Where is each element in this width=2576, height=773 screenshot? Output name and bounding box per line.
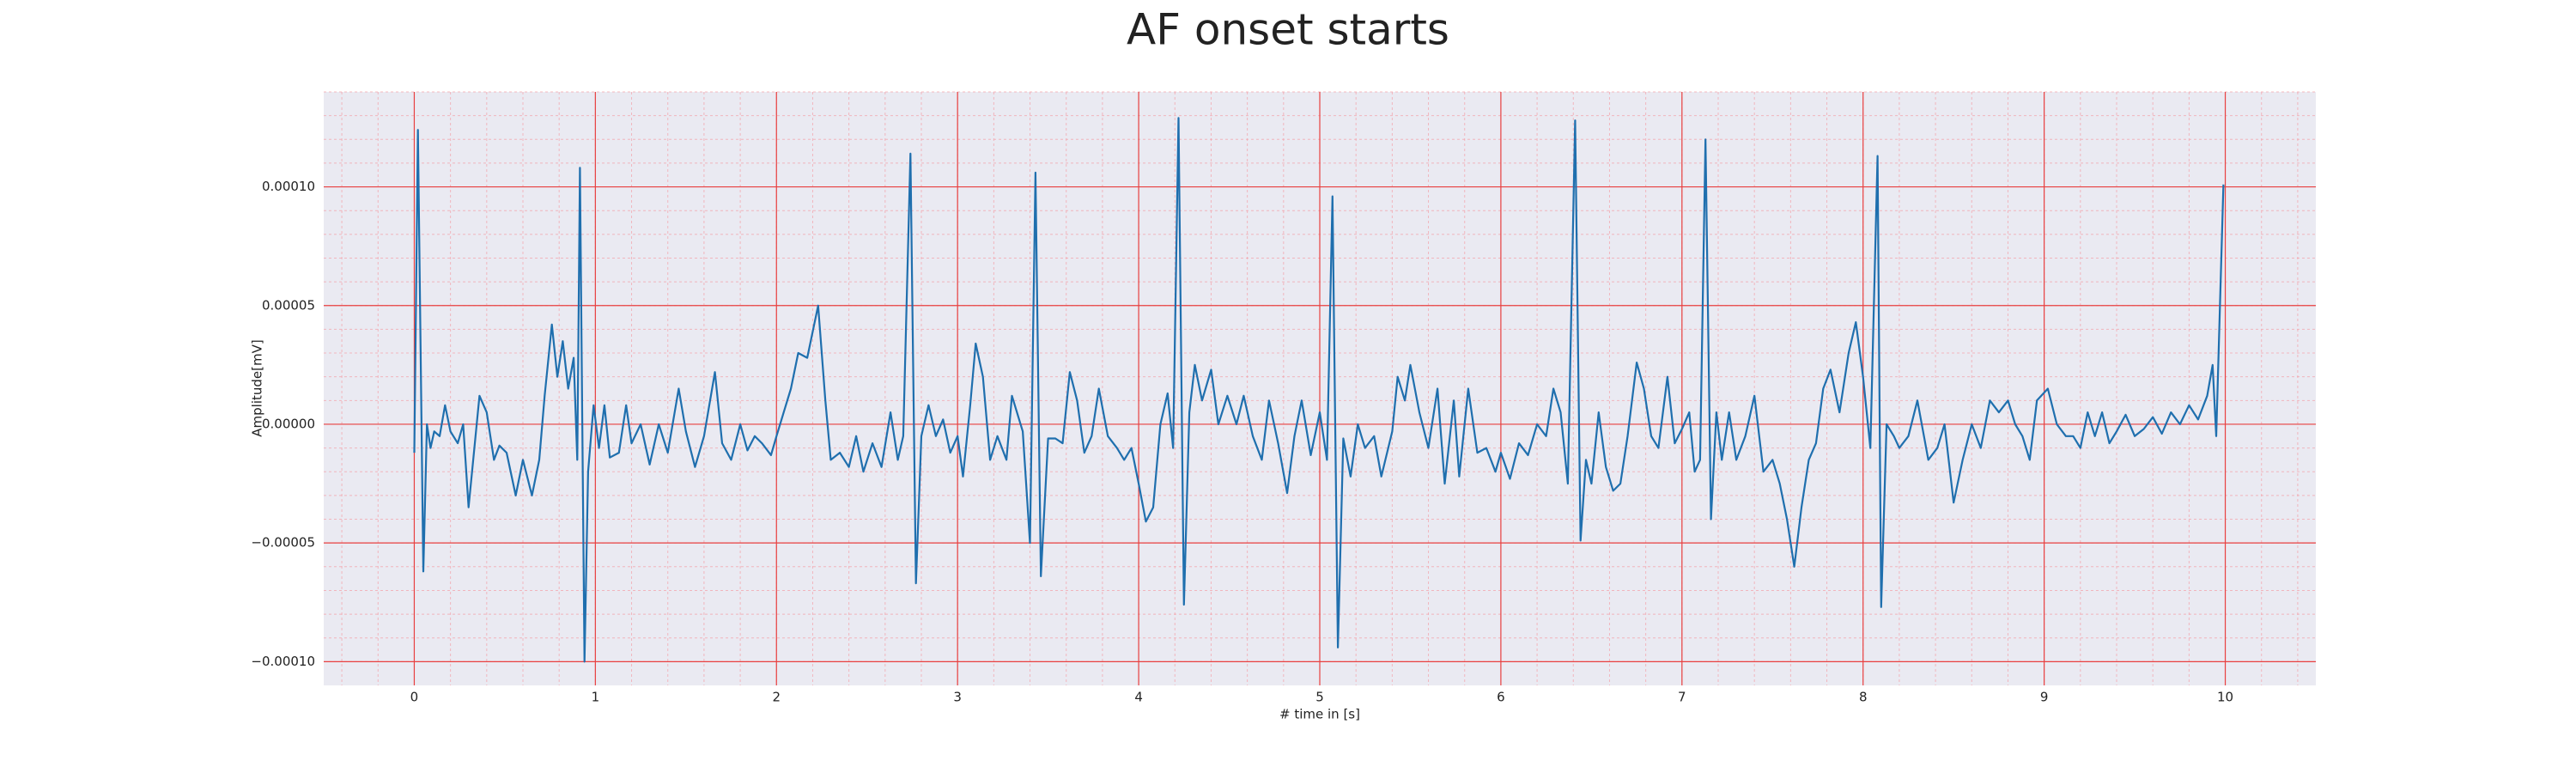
- x-tick-label: 4: [1134, 690, 1143, 705]
- x-tick-label: 7: [1678, 690, 1686, 705]
- y-tick-label: 0.00010: [262, 179, 315, 194]
- y-tick-label: −0.00010: [251, 654, 315, 669]
- x-tick-label: 0: [410, 690, 419, 705]
- x-tick-label: 2: [772, 690, 781, 705]
- y-axis-label: Amplitude[mV]: [250, 339, 265, 436]
- y-tick-label: −0.00005: [251, 535, 315, 551]
- signal-line: [413, 117, 2225, 663]
- x-tick-label: 9: [2040, 690, 2049, 705]
- x-tick-label: 8: [1859, 690, 1868, 705]
- x-tick-label: 10: [2217, 690, 2233, 705]
- y-tick-label: 0.00000: [262, 416, 315, 431]
- y-tick-label: 0.00005: [262, 297, 315, 313]
- chart-title: AF onset starts: [1127, 5, 1449, 55]
- x-tick-label: 5: [1315, 690, 1324, 705]
- x-axis-label: # time in [s]: [1279, 707, 1360, 722]
- x-tick-label: 3: [953, 690, 962, 705]
- x-tick-label: 1: [592, 690, 600, 705]
- x-tick-label: 6: [1497, 690, 1505, 705]
